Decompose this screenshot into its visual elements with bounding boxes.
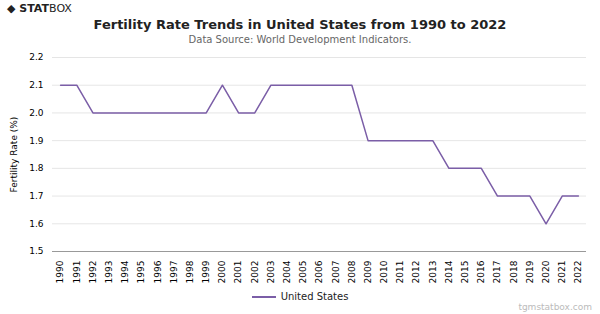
svg-text:2008: 2008 — [347, 260, 357, 283]
svg-text:2001: 2001 — [233, 261, 243, 284]
svg-text:2017: 2017 — [492, 261, 502, 284]
svg-text:2.2: 2.2 — [29, 52, 43, 62]
svg-text:1999: 1999 — [201, 260, 211, 283]
svg-text:1991: 1991 — [72, 261, 82, 284]
svg-text:2005: 2005 — [298, 261, 308, 284]
svg-text:1993: 1993 — [104, 261, 114, 284]
html-text:Data Source: World Development: Data Source: World Development Indicator… — [188, 34, 412, 45]
svg-text:2019: 2019 — [525, 260, 535, 283]
svg-text:1994: 1994 — [120, 260, 130, 283]
html-text:tgmstatbox.com: tgmstatbox.com — [518, 302, 592, 312]
svg-text:2002: 2002 — [250, 261, 260, 284]
svg-text:1992: 1992 — [88, 261, 98, 284]
svg-text:1996: 1996 — [153, 260, 163, 283]
svg-text:1997: 1997 — [169, 261, 179, 284]
svg-text:1.7: 1.7 — [29, 191, 43, 201]
svg-text:2021: 2021 — [557, 261, 567, 284]
svg-text:2009: 2009 — [363, 260, 373, 283]
svg-text:2000: 2000 — [217, 260, 227, 283]
svg-text:Fertility Rate (%): Fertility Rate (%) — [9, 117, 19, 193]
svg-text:1.8: 1.8 — [29, 163, 44, 173]
svg-text:2007: 2007 — [331, 261, 341, 284]
html-text:United States: United States — [280, 291, 349, 302]
svg-text:2011: 2011 — [395, 261, 405, 284]
svg-text:1990: 1990 — [55, 260, 65, 283]
svg-text:2004: 2004 — [282, 260, 292, 283]
svg-text:1995: 1995 — [136, 261, 146, 284]
html-text:Fertility Rate Trends in Unite: Fertility Rate Trends in United States f… — [93, 17, 507, 32]
svg-text:2020: 2020 — [541, 260, 551, 283]
svg-text:2015: 2015 — [460, 261, 470, 284]
svg-text:2012: 2012 — [411, 261, 421, 284]
svg-text:2016: 2016 — [476, 260, 486, 283]
svg-text:2010: 2010 — [379, 260, 389, 283]
svg-text:1.9: 1.9 — [29, 136, 44, 146]
svg-text:2.0: 2.0 — [29, 108, 44, 118]
svg-text:1998: 1998 — [185, 260, 195, 283]
svg-text:1.5: 1.5 — [29, 246, 43, 256]
svg-text:2003: 2003 — [266, 261, 276, 284]
svg-text:2006: 2006 — [314, 260, 324, 283]
html-text:◆ STAT BOX: ◆ STAT BOX — [7, 2, 72, 15]
svg-text:2022: 2022 — [573, 261, 583, 284]
svg-text:2.1: 2.1 — [29, 80, 43, 90]
svg-text:2013: 2013 — [428, 261, 438, 284]
svg-text:1.6: 1.6 — [29, 219, 44, 229]
svg-text:2018: 2018 — [509, 260, 519, 283]
svg-text:2014: 2014 — [444, 260, 454, 283]
